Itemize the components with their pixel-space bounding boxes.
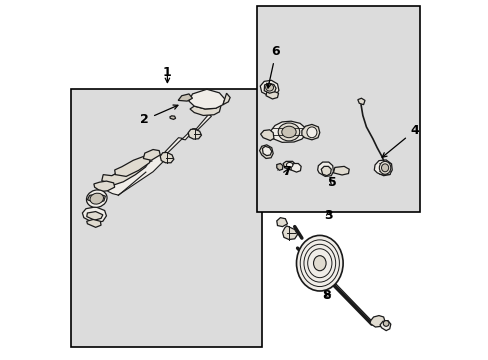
Ellipse shape [90,193,103,204]
Text: 7: 7 [282,165,290,177]
Polygon shape [102,159,149,185]
Polygon shape [164,114,211,153]
Polygon shape [223,93,230,105]
Polygon shape [169,116,175,120]
Polygon shape [143,149,160,160]
Polygon shape [160,152,174,163]
Text: 1: 1 [163,66,171,79]
Ellipse shape [86,190,107,207]
Polygon shape [87,194,105,203]
Text: 6: 6 [266,45,280,88]
Polygon shape [259,145,273,158]
Polygon shape [373,160,391,176]
Ellipse shape [381,164,388,172]
Ellipse shape [383,320,388,326]
Polygon shape [86,212,102,220]
Ellipse shape [265,84,273,91]
Ellipse shape [296,235,343,291]
Polygon shape [270,121,305,142]
Ellipse shape [286,162,292,167]
Ellipse shape [281,126,296,138]
Text: 2: 2 [140,105,178,126]
Polygon shape [276,218,287,226]
Polygon shape [188,89,224,109]
Polygon shape [379,320,390,330]
Polygon shape [283,161,295,170]
Ellipse shape [313,256,325,271]
Text: 8: 8 [322,289,330,302]
Polygon shape [290,163,301,172]
Bar [276,168,279,171]
Polygon shape [264,83,276,93]
Polygon shape [260,130,273,140]
Bar [257,6,419,212]
Polygon shape [276,163,282,170]
Polygon shape [105,153,164,195]
Text: 4: 4 [382,124,418,157]
Polygon shape [82,207,106,223]
Bar [70,89,262,347]
Polygon shape [178,94,192,101]
Polygon shape [260,80,278,96]
Text: 5: 5 [327,176,336,189]
Polygon shape [188,129,201,139]
Polygon shape [317,162,333,176]
Polygon shape [94,181,115,192]
Polygon shape [190,105,221,116]
Polygon shape [301,125,319,140]
Ellipse shape [306,127,316,138]
Ellipse shape [278,123,299,141]
Text: 3: 3 [324,210,332,222]
Polygon shape [369,316,384,327]
Polygon shape [262,146,271,156]
Ellipse shape [379,161,390,174]
Polygon shape [321,166,330,176]
Polygon shape [265,91,278,99]
Polygon shape [115,156,150,176]
Polygon shape [333,166,348,175]
Polygon shape [282,226,297,239]
Polygon shape [357,98,364,105]
Polygon shape [86,220,101,227]
